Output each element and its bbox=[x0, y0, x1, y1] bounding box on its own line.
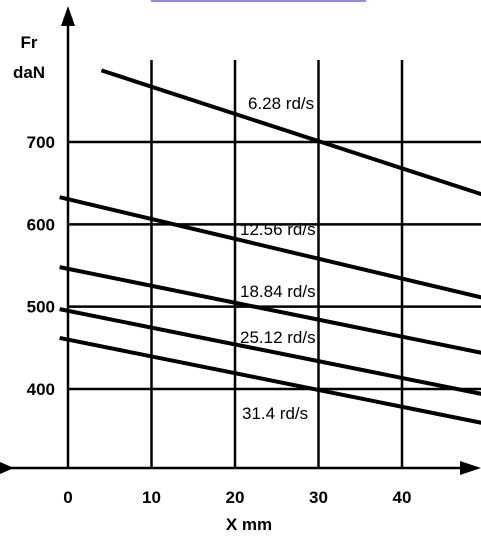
y-axis-label-line1: Fr bbox=[21, 33, 38, 52]
y-tick-label: 400 bbox=[27, 380, 55, 399]
y-axis-arrow bbox=[61, 6, 75, 26]
series-label-1: 6.28 rd/s bbox=[248, 94, 314, 113]
x-axis-label: X mm bbox=[226, 515, 272, 534]
series-label-2: 12.56 rd/s bbox=[240, 220, 316, 239]
y-tick-label: 500 bbox=[27, 298, 55, 317]
series-line-1 bbox=[100, 68, 481, 197]
series-label-3: 18.84 rd/s bbox=[240, 282, 316, 301]
series-label-4: 25.12 rd/s bbox=[240, 328, 316, 347]
series-label-5: 31.4 rd/s bbox=[242, 404, 308, 423]
y-axis-label-line2: daN bbox=[13, 63, 45, 82]
x-tick-label: 20 bbox=[226, 488, 245, 507]
y-tick-label: 600 bbox=[27, 215, 55, 234]
series-labels: 6.28 rd/s 12.56 rd/s 18.84 rd/s 25.12 rd/s 3… bbox=[240, 94, 316, 423]
x-tick-label: 30 bbox=[309, 488, 328, 507]
x-axis-left-arrow bbox=[0, 462, 14, 474]
x-tick-label: 0 bbox=[63, 488, 72, 507]
series-line-5 bbox=[59, 335, 481, 425]
series-line-4 bbox=[59, 307, 481, 396]
tick-labels: 0 10 20 30 40 400 500 600 700 bbox=[27, 133, 412, 507]
series-line-2 bbox=[59, 195, 481, 300]
x-tick-label: 10 bbox=[142, 488, 161, 507]
y-tick-label: 700 bbox=[27, 133, 55, 152]
x-tick-label: 40 bbox=[393, 488, 412, 507]
x-axis-arrow bbox=[460, 461, 481, 475]
grid bbox=[68, 60, 481, 468]
series-lines bbox=[59, 68, 481, 425]
series-line-3 bbox=[59, 265, 481, 355]
